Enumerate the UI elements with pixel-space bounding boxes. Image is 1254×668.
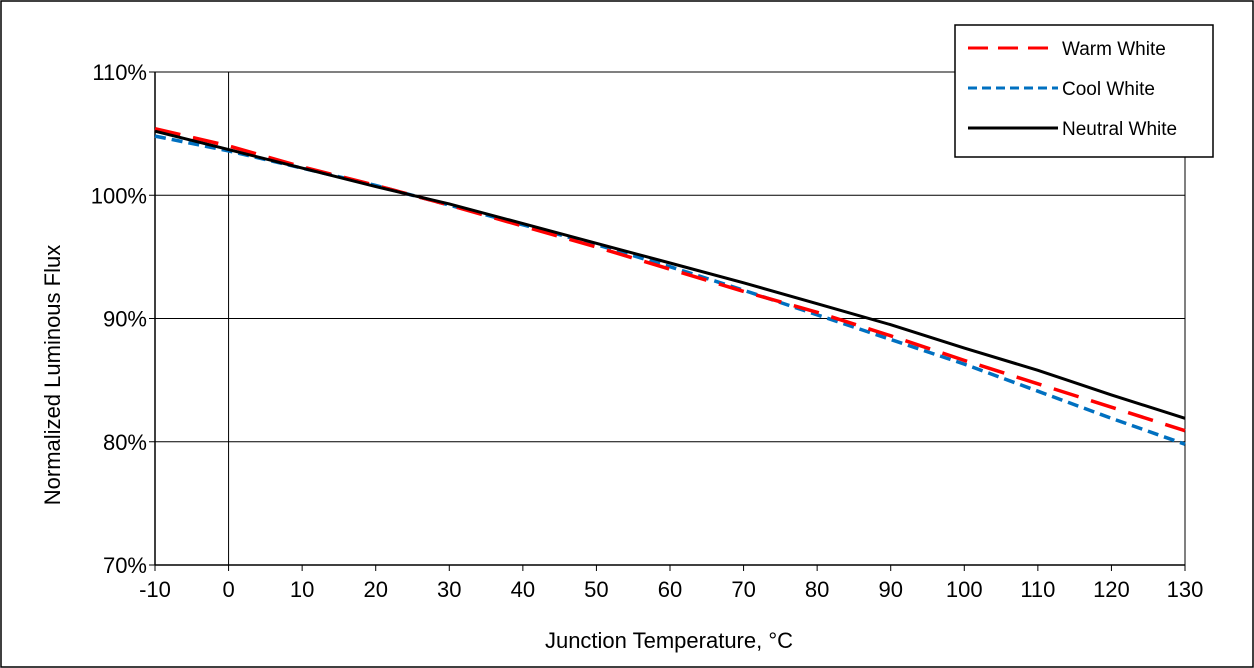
x-tick-label: 70 bbox=[731, 577, 755, 602]
axes bbox=[149, 71, 1186, 571]
y-tick-label: 100% bbox=[91, 183, 147, 208]
legend: Warm White Cool White Neutral White bbox=[954, 24, 1214, 158]
y-axis-title: Normalized Luminous Flux bbox=[40, 245, 65, 505]
x-tick-label: 90 bbox=[878, 577, 902, 602]
y-tick-label: 90% bbox=[103, 307, 147, 332]
series-line-warm-white bbox=[154, 126, 1186, 433]
y-tick-label: 80% bbox=[103, 430, 147, 455]
x-tick-label: 130 bbox=[1167, 577, 1204, 602]
y-tick-label: 110% bbox=[92, 60, 147, 85]
x-tick-label: 120 bbox=[1093, 577, 1130, 602]
legend-label: Neutral White bbox=[1062, 119, 1177, 140]
x-tick-label: 100 bbox=[946, 577, 983, 602]
x-tick-label: 30 bbox=[437, 577, 461, 602]
x-tick-label: 50 bbox=[584, 577, 608, 602]
legend-label: Warm White bbox=[1062, 39, 1166, 60]
x-tick-label: 60 bbox=[658, 577, 682, 602]
x-tick-label: 10 bbox=[290, 577, 314, 602]
legend-label: Cool White bbox=[1062, 79, 1155, 100]
x-tick-label: 40 bbox=[511, 577, 535, 602]
series-lines bbox=[154, 126, 1186, 446]
x-axis-title: Junction Temperature, °C bbox=[545, 628, 793, 653]
y-tick-label: 70% bbox=[103, 553, 147, 578]
tick-labels: 70% 80% 90% 100% 110% -10 0 10 20 30 40 50 60 70 80 90 1… bbox=[91, 60, 1204, 602]
x-tick-label: 0 bbox=[222, 577, 234, 602]
x-tick-label: -10 bbox=[139, 577, 171, 602]
x-tick-label: 80 bbox=[805, 577, 829, 602]
x-tick-label: 110 bbox=[1020, 577, 1055, 602]
series-line-neutral-white bbox=[154, 129, 1186, 420]
x-tick-label: 20 bbox=[363, 577, 387, 602]
plot-area: 70% 80% 90% 100% 110% -10 0 10 20 30 40 50 60 70 80 90 1… bbox=[91, 60, 1204, 602]
